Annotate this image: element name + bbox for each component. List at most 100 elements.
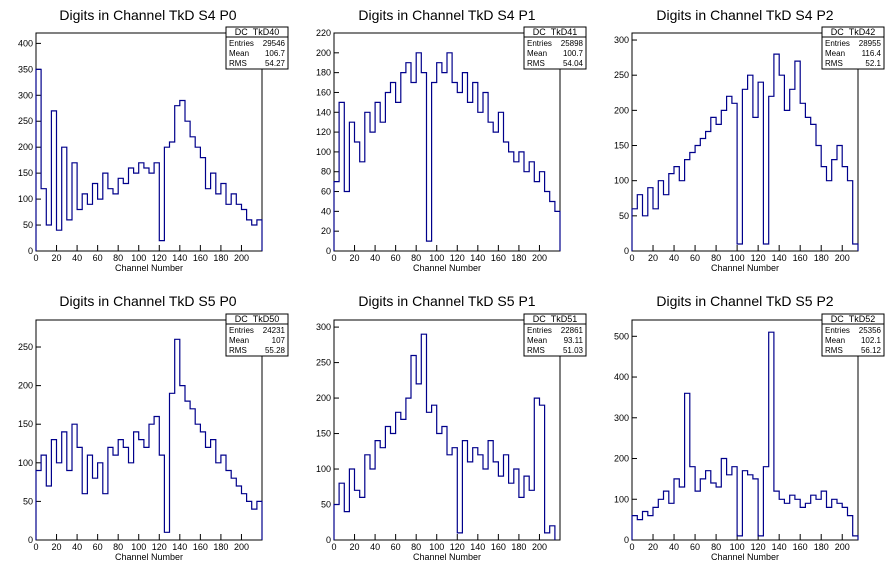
- histogram-panel-4: Digits in Channel TkD S5 P10501001502002…: [316, 293, 587, 562]
- x-tick-label: 80: [113, 253, 123, 263]
- y-tick-label: 80: [321, 167, 331, 177]
- y-tick-label: 100: [614, 176, 629, 186]
- x-tick-label: 40: [669, 542, 679, 552]
- x-tick-label: 200: [234, 253, 249, 263]
- stats-rms-label: RMS: [825, 346, 843, 355]
- stats-mean-label: Mean: [229, 336, 249, 345]
- stats-entries-label: Entries: [527, 326, 552, 335]
- x-tick-label: 120: [152, 253, 167, 263]
- y-tick-label: 0: [28, 535, 33, 545]
- stats-title: DC_TkD51: [533, 314, 578, 324]
- y-tick-label: 100: [316, 147, 331, 157]
- y-tick-label: 250: [316, 358, 331, 368]
- stats-mean-value: 116.4: [862, 49, 882, 58]
- x-tick-label: 180: [511, 542, 526, 552]
- x-tick-label: 100: [131, 253, 146, 263]
- x-tick-label: 160: [793, 542, 808, 552]
- histogram-series-line: [35, 338, 263, 540]
- x-tick-label: 80: [711, 542, 721, 552]
- stats-box-frame: [523, 313, 587, 357]
- y-tick-label: 150: [18, 168, 33, 178]
- x-tick-label: 160: [793, 253, 808, 263]
- y-tick-label: 60: [321, 187, 331, 197]
- y-tick-label: 300: [18, 90, 33, 100]
- stats-rms-value: 54.27: [265, 59, 286, 68]
- y-tick-label: 100: [316, 464, 331, 474]
- x-tick-label: 20: [350, 253, 360, 263]
- y-tick-label: 160: [316, 87, 331, 97]
- y-tick-label: 150: [614, 141, 629, 151]
- x-tick-label: 160: [193, 542, 208, 552]
- y-tick-label: 100: [18, 458, 33, 468]
- stats-rms-label: RMS: [229, 346, 247, 355]
- y-tick-label: 200: [18, 142, 33, 152]
- x-tick-label: 140: [470, 253, 485, 263]
- x-tick-label: 200: [234, 542, 249, 552]
- stats-rms-label: RMS: [527, 59, 545, 68]
- stats-box: DC_TkD52 Entries 25356 Mean 102.1 RMS 56.12: [821, 313, 885, 357]
- chart-title: Digits in Channel TkD S5 P0: [59, 293, 236, 309]
- stats-title: DC_TkD50: [235, 314, 280, 324]
- x-tick-label: 40: [669, 253, 679, 263]
- stats-rms-value: 52.1: [865, 59, 881, 68]
- y-tick-label: 50: [619, 211, 629, 221]
- x-tick-label: 0: [33, 542, 38, 552]
- x-tick-label: 100: [730, 542, 745, 552]
- stats-entries-value: 29546: [263, 39, 286, 48]
- chart-title: Digits in Channel TkD S4 P2: [656, 7, 833, 23]
- stats-box-frame: [225, 26, 289, 70]
- x-tick-label: 160: [193, 253, 208, 263]
- stats-box: DC_TkD50 Entries 24231 Mean 107 RMS 55.28: [225, 313, 289, 357]
- x-tick-label: 160: [491, 542, 506, 552]
- x-tick-label: 80: [411, 542, 421, 552]
- stats-mean-label: Mean: [527, 336, 547, 345]
- y-tick-label: 250: [614, 70, 629, 80]
- chart-title: Digits in Channel TkD S4 P1: [358, 7, 535, 23]
- x-tick-label: 120: [751, 253, 766, 263]
- y-tick-label: 50: [23, 220, 33, 230]
- stats-rms-value: 56.12: [861, 346, 882, 355]
- y-tick-label: 0: [624, 246, 629, 256]
- stats-mean-value: 100.7: [563, 49, 584, 58]
- y-tick-label: 50: [321, 500, 331, 510]
- y-tick-label: 200: [316, 48, 331, 58]
- x-tick-label: 80: [411, 253, 421, 263]
- stats-box: DC_TkD41 Entries 25898 Mean 100.7 RMS 54.04: [523, 26, 587, 70]
- stats-mean-label: Mean: [825, 49, 845, 58]
- stats-title: DC_TkD40: [235, 27, 280, 37]
- y-tick-label: 40: [321, 206, 331, 216]
- x-tick-label: 0: [331, 542, 336, 552]
- stats-entries-label: Entries: [229, 39, 254, 48]
- x-tick-label: 200: [532, 253, 547, 263]
- x-tick-label: 140: [172, 542, 187, 552]
- x-tick-label: 120: [450, 253, 465, 263]
- x-tick-label: 100: [131, 542, 146, 552]
- x-tick-label: 140: [772, 542, 787, 552]
- stats-box-frame: [523, 26, 587, 70]
- stats-title: DC_TkD52: [831, 314, 876, 324]
- x-tick-label: 0: [629, 253, 634, 263]
- y-tick-label: 0: [28, 246, 33, 256]
- x-tick-label: 80: [711, 253, 721, 263]
- y-tick-label: 100: [18, 194, 33, 204]
- x-tick-label: 80: [113, 542, 123, 552]
- y-tick-label: 200: [614, 454, 629, 464]
- y-tick-label: 500: [614, 331, 629, 341]
- y-tick-label: 400: [614, 372, 629, 382]
- x-tick-label: 60: [391, 542, 401, 552]
- stats-entries-value: 25898: [561, 39, 584, 48]
- stats-mean-label: Mean: [229, 49, 249, 58]
- x-tick-label: 120: [751, 542, 766, 552]
- plot-frame: [333, 319, 561, 541]
- x-tick-label: 200: [835, 542, 850, 552]
- x-tick-label: 200: [532, 542, 547, 552]
- histogram-series-line: [35, 68, 263, 251]
- y-tick-label: 250: [18, 116, 33, 126]
- stats-box: DC_TkD51 Entries 22861 Mean 93.11 RMS 51.03: [523, 313, 587, 357]
- y-tick-label: 140: [316, 107, 331, 117]
- x-tick-label: 180: [213, 542, 228, 552]
- chart-title: Digits in Channel TkD S5 P2: [656, 293, 833, 309]
- y-tick-label: 180: [316, 68, 331, 78]
- x-axis-label: Channel Number: [115, 552, 183, 562]
